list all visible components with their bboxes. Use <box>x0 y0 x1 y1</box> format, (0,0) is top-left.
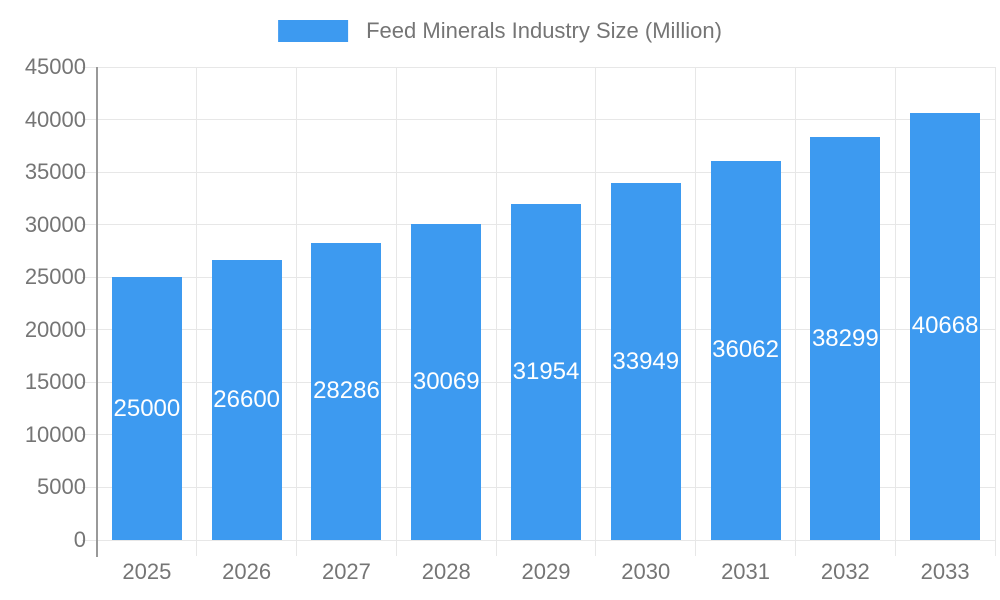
y-axis-label: 30000 <box>24 211 86 237</box>
y-gridline <box>97 66 995 68</box>
y-axis-label: 15000 <box>24 369 86 395</box>
bar <box>111 277 182 540</box>
bar <box>211 260 282 540</box>
y-axis-tick <box>82 171 97 173</box>
y-axis-tick <box>82 539 97 541</box>
x-gridline <box>495 67 497 540</box>
y-axis-tick <box>82 224 97 226</box>
x-axis-tick <box>495 540 497 556</box>
y-axis-label: 10000 <box>24 421 86 447</box>
x-gridline <box>595 67 597 540</box>
x-gridline <box>894 67 896 540</box>
y-axis-line <box>96 67 98 557</box>
y-axis-label: 45000 <box>24 54 86 79</box>
y-axis-tick <box>82 381 97 383</box>
x-axis-label: 2028 <box>421 559 471 584</box>
bar <box>411 223 482 540</box>
y-gridline <box>97 119 995 121</box>
y-axis-label: 35000 <box>24 159 86 185</box>
x-axis-tick <box>894 540 896 556</box>
y-axis-label: 0 <box>73 527 86 552</box>
bar-value-label: 31954 <box>512 358 580 386</box>
x-axis-tick <box>794 540 796 556</box>
bar <box>710 160 781 540</box>
x-axis-tick <box>296 540 298 556</box>
x-axis-tick <box>994 540 996 556</box>
y-gridline <box>97 171 995 173</box>
bar-value-label: 30069 <box>412 367 480 395</box>
bar <box>311 242 382 540</box>
y-axis-tick <box>82 434 97 436</box>
y-axis-tick <box>82 66 97 68</box>
y-axis-tick <box>82 119 97 121</box>
x-axis-label: 2030 <box>621 559 671 584</box>
bar-value-label: 38299 <box>811 324 879 352</box>
y-gridline <box>97 539 995 541</box>
y-axis-tick <box>82 486 97 488</box>
x-axis-tick <box>695 540 697 556</box>
y-axis-label: 20000 <box>24 316 86 342</box>
x-gridline <box>794 67 796 540</box>
x-axis-label: 2032 <box>820 559 870 584</box>
y-axis-label: 40000 <box>24 106 86 132</box>
y-axis-tick <box>82 329 97 331</box>
y-axis-label: 25000 <box>24 264 86 290</box>
bar <box>610 183 681 540</box>
x-axis-label: 2026 <box>222 559 272 584</box>
bar-value-label: 36062 <box>712 336 779 364</box>
x-axis-tick <box>196 540 198 556</box>
y-axis-label: 5000 <box>37 474 86 500</box>
x-axis-label: 2031 <box>721 559 771 584</box>
bar <box>910 112 981 540</box>
bar <box>511 204 581 540</box>
bar <box>810 137 881 540</box>
bar-value-label: 33949 <box>612 347 680 375</box>
legend-swatch <box>278 20 349 42</box>
bar-value-label: 28286 <box>313 377 380 405</box>
x-gridline <box>296 67 298 540</box>
x-axis-tick <box>595 540 597 556</box>
x-gridline <box>196 67 198 540</box>
y-axis-tick <box>82 276 97 278</box>
legend[interactable]: Feed Minerals Industry Size (Million) <box>278 18 722 44</box>
x-axis-label: 2027 <box>321 559 371 584</box>
x-axis-label: 2033 <box>920 559 970 584</box>
x-gridline <box>695 67 697 540</box>
x-axis-label: 2025 <box>122 559 172 584</box>
x-gridline <box>994 67 996 540</box>
bar-value-label: 26600 <box>213 386 281 414</box>
bar-value-label: 40668 <box>911 312 979 340</box>
x-axis-tick <box>395 540 397 556</box>
legend-label: Feed Minerals Industry Size (Million) <box>366 18 722 43</box>
x-gridline <box>395 67 397 540</box>
x-axis-label: 2029 <box>521 559 571 584</box>
bar-value-label: 25000 <box>113 394 181 422</box>
